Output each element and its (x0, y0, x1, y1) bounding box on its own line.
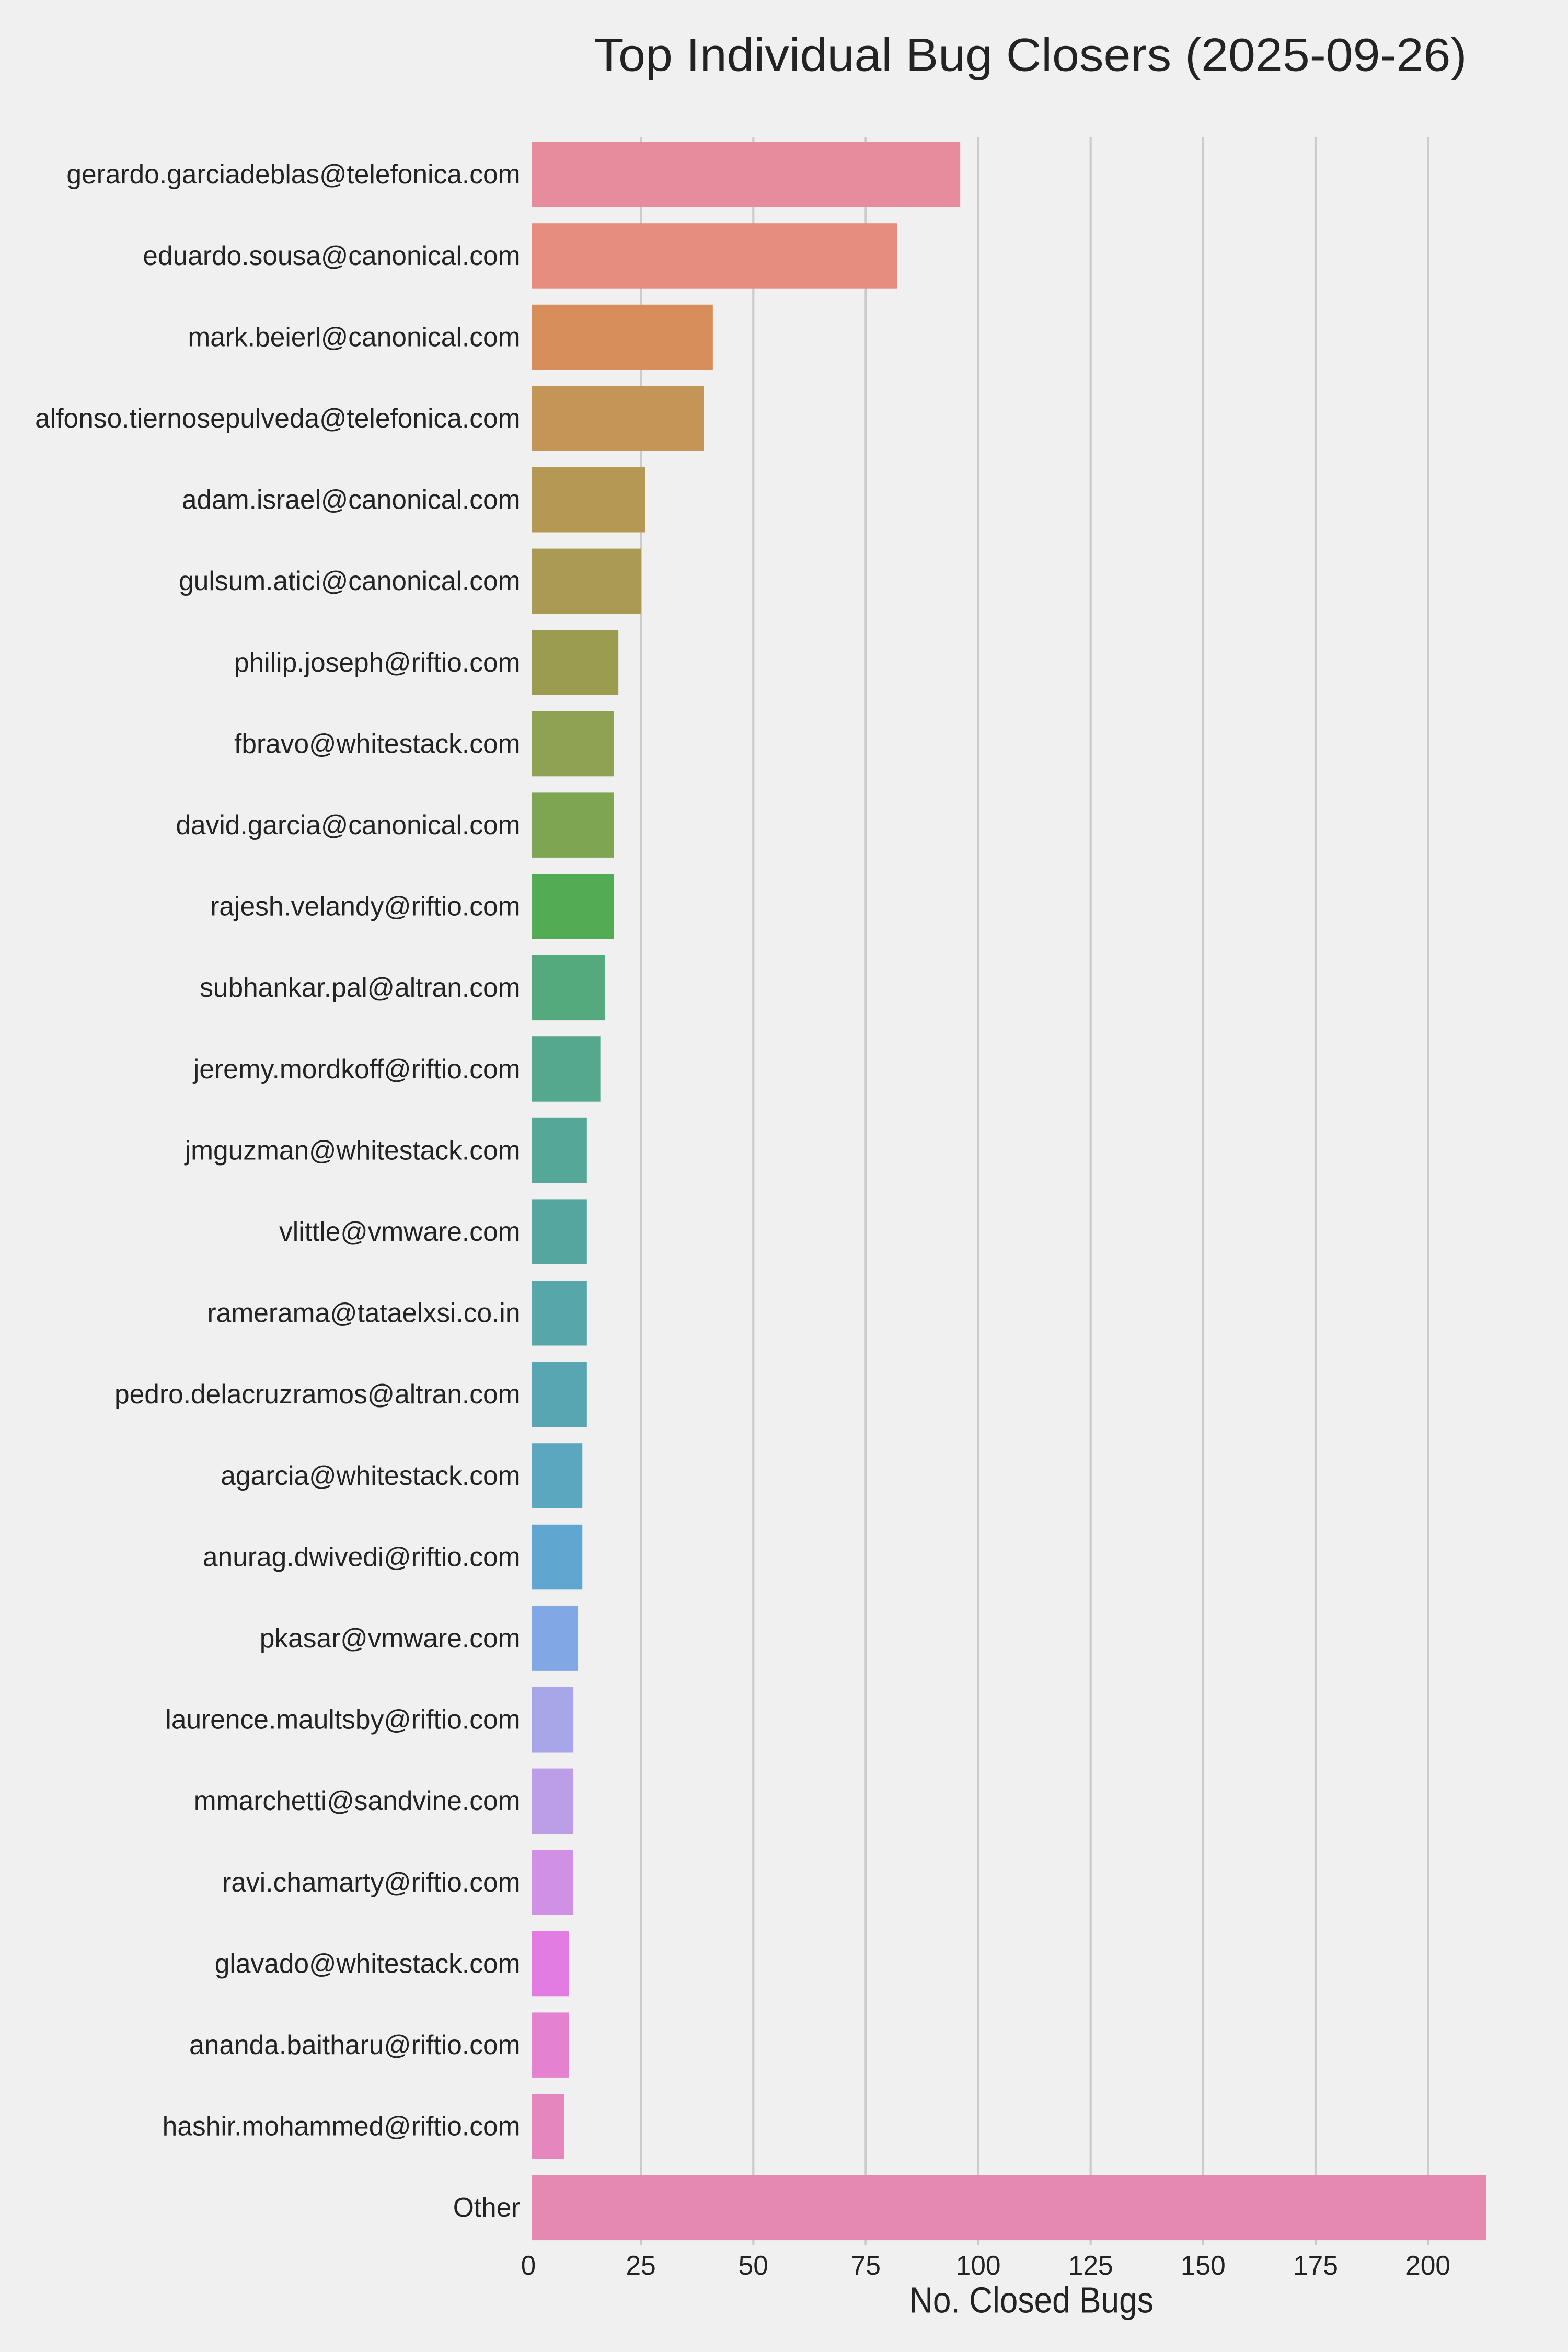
svg-text:fbravo@whitestack.com: fbravo@whitestack.com (234, 728, 520, 758)
svg-text:laurence.maultsby@riftio.com: laurence.maultsby@riftio.com (165, 1704, 520, 1735)
svg-text:gulsum.atici@canonical.com: gulsum.atici@canonical.com (179, 566, 520, 596)
svg-text:david.garcia@canonical.com: david.garcia@canonical.com (176, 810, 520, 840)
svg-text:mmarchetti@sandvine.com: mmarchetti@sandvine.com (194, 1785, 521, 1816)
svg-text:jmguzman@whitestack.com: jmguzman@whitestack.com (184, 1135, 521, 1165)
svg-text:50: 50 (739, 2250, 768, 2280)
svg-text:agarcia@whitestack.com: agarcia@whitestack.com (221, 1460, 520, 1491)
svg-text:75: 75 (851, 2250, 881, 2280)
svg-text:adam.israel@canonical.com: adam.israel@canonical.com (182, 485, 521, 515)
svg-text:rajesh.velandy@riftio.com: rajesh.velandy@riftio.com (210, 891, 520, 921)
svg-text:175: 175 (1293, 2250, 1338, 2280)
svg-text:Other: Other (453, 2192, 521, 2222)
svg-text:glavado@whitestack.com: glavado@whitestack.com (215, 1948, 521, 1978)
svg-text:philip.joseph@riftio.com: philip.joseph@riftio.com (234, 647, 521, 677)
svg-text:gerardo.garciadeblas@telefonic: gerardo.garciadeblas@telefonica.com (66, 159, 520, 189)
svg-text:anurag.dwivedi@riftio.com: anurag.dwivedi@riftio.com (203, 1541, 521, 1572)
svg-text:pedro.delacruzramos@altran.com: pedro.delacruzramos@altran.com (114, 1379, 520, 1409)
svg-text:ananda.baitharu@riftio.com: ananda.baitharu@riftio.com (189, 2030, 520, 2060)
svg-text:pkasar@vmware.com: pkasar@vmware.com (260, 1623, 521, 1653)
svg-text:hashir.mohammed@riftio.com: hashir.mohammed@riftio.com (163, 2111, 521, 2141)
svg-text:ravi.chamarty@riftio.com: ravi.chamarty@riftio.com (222, 1867, 520, 1897)
svg-text:No. Closed Bugs: No. Closed Bugs (909, 2279, 1154, 2320)
svg-text:Top Individual Bug Closers (20: Top Individual Bug Closers (2025-09-26) (594, 29, 1467, 81)
svg-text:0: 0 (521, 2250, 536, 2280)
svg-text:mark.beierl@canonical.com: mark.beierl@canonical.com (188, 321, 520, 352)
svg-text:200: 200 (1405, 2250, 1450, 2280)
svg-text:ramerama@tataelxsi.co.in: ramerama@tataelxsi.co.in (207, 1298, 521, 1328)
svg-text:subhankar.pal@altran.com: subhankar.pal@altran.com (200, 972, 520, 1002)
svg-text:25: 25 (626, 2250, 655, 2280)
svg-text:alfonso.tiernosepulveda@telefo: alfonso.tiernosepulveda@telefonica.com (35, 403, 520, 433)
svg-text:vlittle@vmware.com: vlittle@vmware.com (279, 1216, 521, 1247)
svg-text:100: 100 (956, 2250, 1001, 2280)
svg-text:125: 125 (1068, 2250, 1113, 2280)
svg-text:jeremy.mordkoff@riftio.com: jeremy.mordkoff@riftio.com (192, 1054, 521, 1084)
svg-text:eduardo.sousa@canonical.com: eduardo.sousa@canonical.com (143, 240, 520, 271)
svg-text:150: 150 (1181, 2250, 1226, 2280)
